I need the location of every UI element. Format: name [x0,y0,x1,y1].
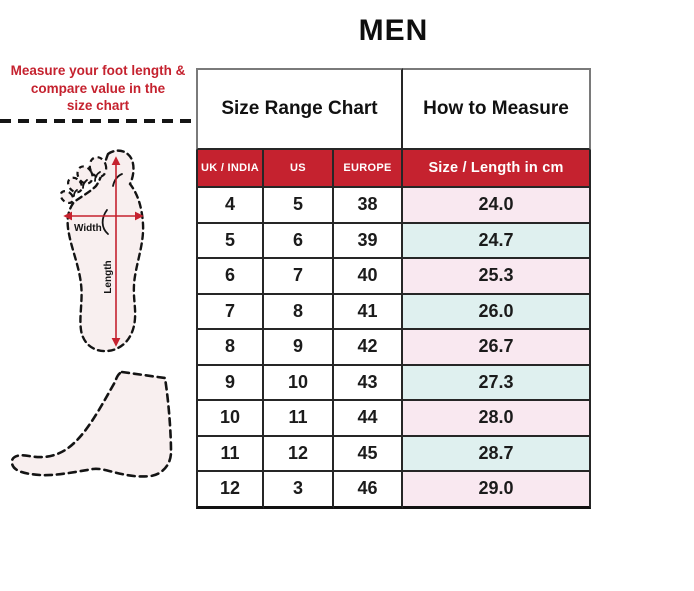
length-cm-cell: 27.3 [403,365,591,401]
column-header-europe: EUROPE [334,150,403,188]
europe-cell: 46 [334,472,403,509]
length-cm-cell: 25.3 [403,259,591,295]
table-row: 6 7 40 25.3 [196,259,591,295]
size-chart-table: Size Range Chart How to Measure UK / IND… [196,68,591,509]
footprint-outline [66,149,145,353]
length-cm-cell: 29.0 [403,472,591,509]
us-cell: 6 [264,223,334,259]
how-to-measure-header: How to Measure [403,68,591,150]
uk-india-cell: 9 [196,365,264,401]
length-cm-cell: 24.7 [403,223,591,259]
page-title: MEN [358,14,429,47]
table-row: 8 9 42 26.7 [196,330,591,366]
us-cell: 5 [264,188,334,224]
europe-cell: 43 [334,365,403,401]
uk-india-cell: 12 [196,472,264,509]
length-cm-cell: 24.0 [403,188,591,224]
column-header-length-cm: Size / Length in cm [403,150,591,188]
table-row: 9 10 43 27.3 [196,365,591,401]
column-header-us: US [264,150,334,188]
us-cell: 10 [264,365,334,401]
column-header-uk-india: UK / INDIA [196,150,264,188]
table-row: 4 5 38 24.0 [196,188,591,224]
us-cell: 8 [264,294,334,330]
table-row: 5 6 39 24.7 [196,223,591,259]
uk-india-cell: 6 [196,259,264,295]
europe-cell: 38 [334,188,403,224]
size-range-chart-header: Size Range Chart [196,68,403,150]
foot-top-view-illustration: Width Length [59,149,145,353]
dashed-divider [0,119,196,123]
table-row: 12 3 46 29.0 [196,472,591,509]
europe-cell: 44 [334,401,403,437]
us-cell: 12 [264,436,334,472]
europe-cell: 39 [334,223,403,259]
length-label: Length [103,260,114,293]
uk-india-cell: 4 [196,188,264,224]
instruction-line-3: size chart [66,98,130,113]
instruction-line-2: compare value in the [30,80,166,96]
us-cell: 9 [264,330,334,366]
us-cell: 7 [264,259,334,295]
instruction-line-1: Measure your foot length & [10,63,186,78]
column-header-row: UK / INDIA US EUROPE Size / Length in cm [196,150,591,188]
uk-india-cell: 11 [196,436,264,472]
uk-india-cell: 8 [196,330,264,366]
table-row: 7 8 41 26.0 [196,294,591,330]
table-row: 11 12 45 28.7 [196,436,591,472]
length-cm-cell: 26.7 [403,330,591,366]
length-cm-cell: 28.7 [403,436,591,472]
length-cm-cell: 28.0 [403,401,591,437]
uk-india-cell: 7 [196,294,264,330]
section-header-row: Size Range Chart How to Measure [196,68,591,150]
foot-side-view-illustration [10,370,173,478]
table-row: 10 11 44 28.0 [196,401,591,437]
toes-illustration [59,156,108,205]
foot-side-outline [10,370,173,478]
europe-cell: 40 [334,259,403,295]
uk-india-cell: 5 [196,223,264,259]
us-cell: 3 [264,472,334,509]
europe-cell: 45 [334,436,403,472]
width-label: Width [74,223,102,234]
us-cell: 11 [264,401,334,437]
length-cm-cell: 26.0 [403,294,591,330]
europe-cell: 42 [334,330,403,366]
measure-instruction: Measure your foot length & compare value… [2,62,194,115]
europe-cell: 41 [334,294,403,330]
uk-india-cell: 10 [196,401,264,437]
